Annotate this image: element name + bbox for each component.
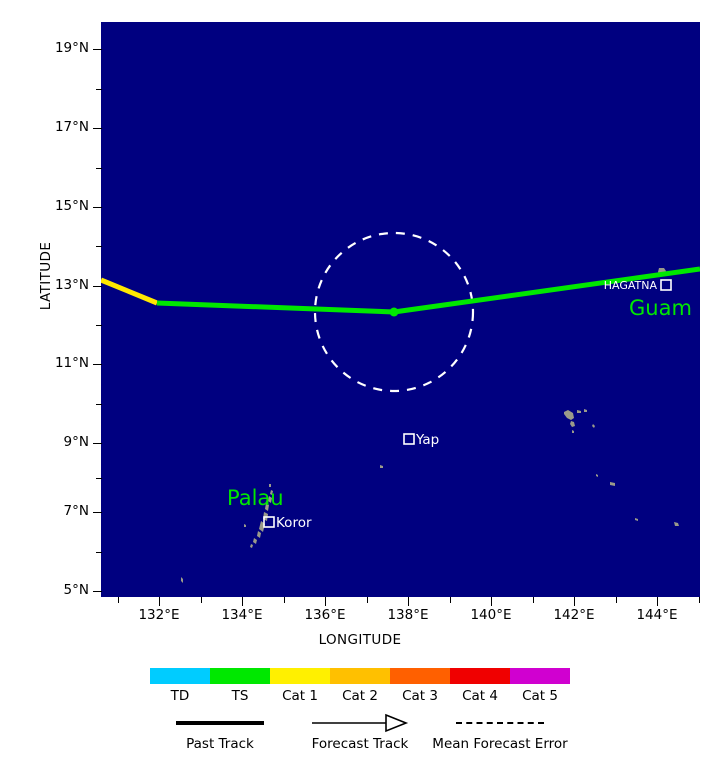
x-axis-label-142: 142°E [553,607,595,623]
past-track-ts [156,300,395,315]
x-axis-title: LONGITUDE [318,632,402,648]
x-axis-label-144: 144°E [636,607,678,623]
past-track-cat1 [101,277,158,306]
legend-label-cat5: Cat 5 [522,688,558,704]
x-tick-minor-135 [284,597,285,603]
city-label-yap: Yap [415,432,439,448]
past-track-symbol-cell [150,712,290,734]
map-canvas: HAGATNA Yap Koror Guam Palau [101,231,700,583]
y-tick-minor-10 [96,404,102,405]
x-axis-label-134: 134°E [221,607,263,623]
colorbar-swatch-cat3 [390,668,450,684]
mean-forecast-error-circle [313,231,475,393]
x-axis-label-136: 136°E [304,607,346,623]
y-axis-label-15: 15°N [54,198,89,214]
region-label-palau: Palau [227,486,284,510]
city-label-koror: Koror [276,515,312,531]
y-axis-label-9: 9°N [63,434,89,450]
x-axis-label-140: 140°E [470,607,512,623]
y-axis-label-11: 11°N [54,355,89,371]
legend-label-cat3: Cat 3 [402,688,438,704]
forecast-track-arrow-icon [312,713,409,733]
y-tick-minor-16 [96,168,102,169]
y-tick-7 [93,512,102,513]
x-tick-144 [657,597,658,606]
city-marker-koror [263,516,275,528]
colorbar-swatch-cat4 [450,668,510,684]
y-tick-minor-12 [96,325,102,326]
legend-label-past-track: Past Track [186,736,254,752]
current-position-marker [389,307,399,317]
legend-label-ts: TS [231,688,249,704]
legend-symbol-labels: Past Track Forecast Track Mean Forecast … [150,736,570,752]
x-tick-minor-143 [616,597,617,603]
y-tick-13 [93,286,102,287]
legend-label-mean-error: Mean Forecast Error [432,736,568,752]
forecast-track-symbol-cell [290,712,430,734]
city-marker-yap [403,433,415,445]
x-tick-140 [491,597,492,606]
y-axis-label-13: 13°N [54,277,89,293]
mean-forecast-error-dashed-icon [456,722,544,724]
legend: TD TS Cat 1 Cat 2 Cat 3 Cat 4 Cat 5 Past… [150,668,570,752]
x-tick-minor-145 [699,597,700,603]
y-axis-label-7: 7°N [63,503,89,519]
x-tick-132 [159,597,160,606]
y-tick-19 [93,49,102,50]
y-tick-minor-8 [96,478,102,479]
x-tick-136 [325,597,326,606]
legend-label-cat1: Cat 1 [282,688,318,704]
land-islands [181,268,679,583]
x-tick-142 [574,597,575,606]
x-tick-minor-139 [450,597,451,603]
city-label-hagatna: HAGATNA [604,279,658,292]
y-axis-label-17: 17°N [54,119,89,135]
region-label-guam: Guam [629,296,692,320]
y-tick-9 [93,443,102,444]
legend-label-td: TD [170,688,190,704]
y-tick-11 [93,364,102,365]
y-axis-label-19: 19°N [54,40,89,56]
x-axis-label-132: 132°E [138,607,180,623]
legend-label-cat2: Cat 2 [342,688,378,704]
forecast-track-ts [393,266,700,315]
map-plot-area: HAGATNA Yap Koror Guam Palau [101,22,700,597]
y-tick-5 [93,591,102,592]
y-tick-minor-6 [96,552,102,553]
y-tick-15 [93,207,102,208]
mean-forecast-error-symbol-cell [430,712,570,734]
y-tick-17 [93,128,102,129]
x-tick-minor-141 [533,597,534,603]
x-axis-label-138: 138°E [387,607,429,623]
y-axis-label-5: 5°N [63,582,89,598]
y-axis-title: LATITUDE [38,241,54,311]
x-tick-minor-131 [118,597,119,603]
colorbar-swatch-cat5 [510,668,570,684]
city-marker-hagatna [660,279,672,291]
legend-symbol-row [150,712,570,734]
intensity-colorbar [150,668,570,684]
legend-label-cat4: Cat 4 [462,688,498,704]
y-tick-minor-18 [96,89,102,90]
y-tick-minor-14 [96,246,102,247]
x-tick-minor-137 [367,597,368,603]
legend-label-forecast-track: Forecast Track [311,736,409,752]
x-tick-138 [408,597,409,606]
x-tick-minor-133 [201,597,202,603]
colorbar-swatch-cat1 [270,668,330,684]
x-tick-134 [242,597,243,606]
colorbar-swatch-ts [210,668,270,684]
colorbar-swatch-td [150,668,210,684]
intensity-category-labels: TD TS Cat 1 Cat 2 Cat 3 Cat 4 Cat 5 [150,688,570,704]
past-track-line-icon [176,721,264,725]
colorbar-swatch-cat2 [330,668,390,684]
